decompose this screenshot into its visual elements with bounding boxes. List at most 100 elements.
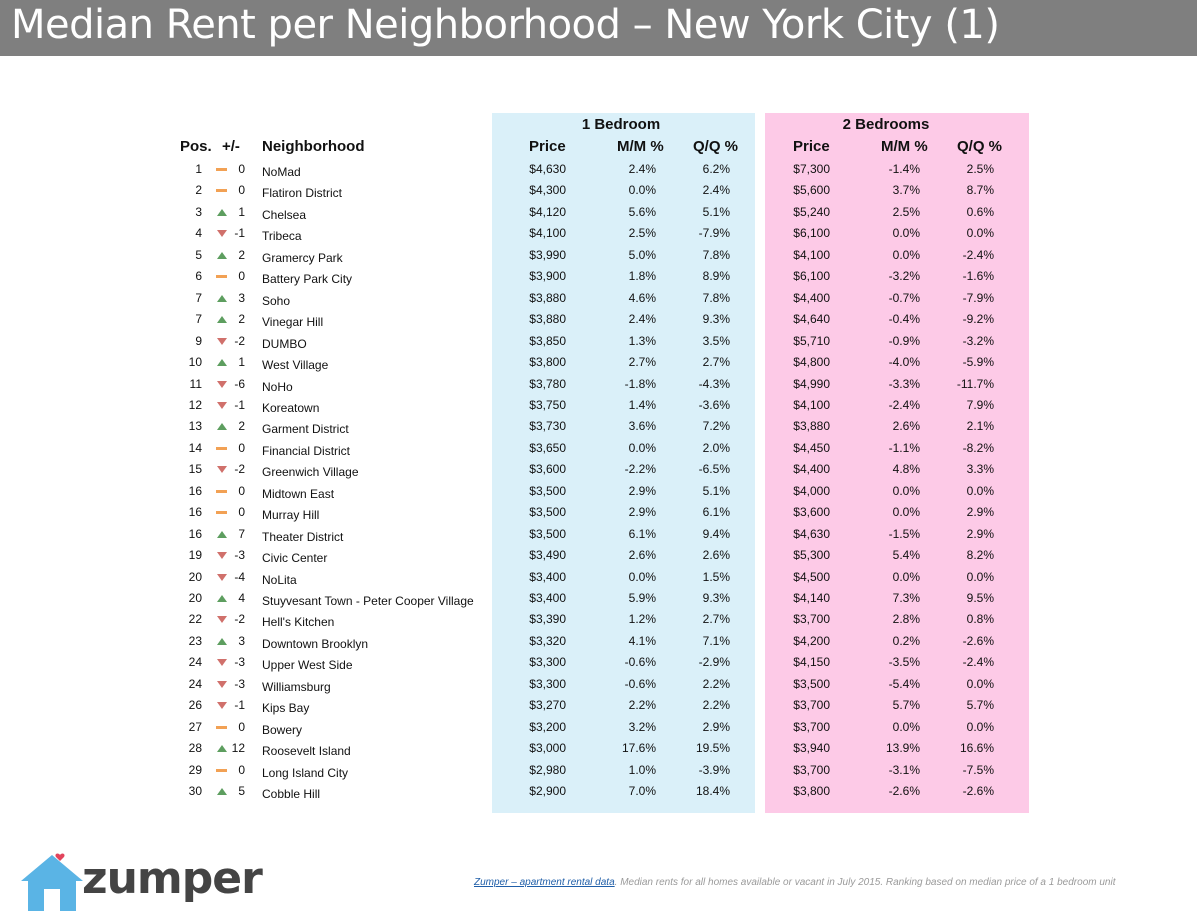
position-cell: 22 bbox=[188, 612, 202, 626]
price-2br-cell: $3,600 bbox=[793, 505, 830, 519]
mm-2br-cell: 0.0% bbox=[892, 570, 920, 584]
arrow-down-icon bbox=[215, 615, 229, 625]
mm-1br-cell: 17.6% bbox=[621, 741, 656, 755]
table-row: 19 -3 Civic Center $3,490 2.6% 2.6% $5,300 5.4%… bbox=[0, 545, 1197, 566]
price-2br-cell: $3,700 bbox=[793, 698, 830, 712]
house-icon bbox=[21, 853, 83, 911]
price-1br-cell: $3,400 bbox=[529, 570, 566, 584]
price-1br-cell: $3,880 bbox=[529, 312, 566, 326]
position-cell: 24 bbox=[188, 655, 202, 669]
table-row: 10 1 West Village $3,800 2.7% 2.7% $4,800 -4.0%… bbox=[0, 352, 1197, 373]
arrow-down-icon bbox=[215, 701, 229, 711]
mm-2br-cell: -3.1% bbox=[888, 763, 920, 777]
qq-1br-cell: 2.9% bbox=[702, 720, 730, 734]
position-cell: 14 bbox=[188, 441, 202, 455]
qq-2br-cell: 7.9% bbox=[966, 398, 994, 412]
change-cell: 1 bbox=[238, 355, 245, 369]
mm-1br-cell: -0.6% bbox=[624, 655, 656, 669]
table-row: 4 -1 Tribeca $4,100 2.5% -7.9% $6,100 0.0% 0.0% bbox=[0, 223, 1197, 244]
price-1br-cell: $3,300 bbox=[529, 655, 566, 669]
logo-wordmark: zumper bbox=[82, 853, 263, 904]
header-pos: Pos. bbox=[180, 138, 212, 155]
price-2br-cell: $7,300 bbox=[793, 162, 830, 176]
zumper-logo bbox=[21, 851, 241, 911]
mm-2br-cell: -3.3% bbox=[888, 377, 920, 391]
change-cell: 0 bbox=[238, 720, 245, 734]
position-cell: 12 bbox=[188, 398, 202, 412]
qq-2br-cell: 0.0% bbox=[966, 570, 994, 584]
neighborhood-cell: Battery Park City bbox=[262, 272, 353, 286]
arrow-up-icon bbox=[215, 637, 229, 647]
position-cell: 19 bbox=[188, 548, 202, 562]
mm-2br-cell: 0.0% bbox=[892, 720, 920, 734]
arrow-up-icon bbox=[215, 787, 229, 797]
mm-1br-cell: 1.3% bbox=[628, 334, 656, 348]
mm-2br-cell: 0.0% bbox=[892, 484, 920, 498]
group-header-two-bedrooms: 2 Bedrooms bbox=[842, 116, 930, 133]
qq-2br-cell: -9.2% bbox=[962, 312, 994, 326]
qq-1br-cell: 3.5% bbox=[702, 334, 730, 348]
price-2br-cell: $5,600 bbox=[793, 183, 830, 197]
neighborhood-cell: Cobble Hill bbox=[262, 787, 321, 801]
price-2br-cell: $4,450 bbox=[793, 441, 830, 455]
position-cell: 2 bbox=[195, 183, 202, 197]
table-row: 11 -6 NoHo $3,780 -1.8% -4.3% $4,990 -3.3% -11.7… bbox=[0, 374, 1197, 395]
footer-text: . Median rents for all homes available o… bbox=[614, 877, 1116, 888]
mm-1br-cell: 0.0% bbox=[628, 570, 656, 584]
arrow-down-icon bbox=[215, 337, 229, 347]
page-title: Median Rent per Neighborhood – New York … bbox=[11, 2, 1000, 48]
neighborhood-cell: Greenwich Village bbox=[262, 465, 359, 479]
qq-1br-cell: 6.1% bbox=[702, 505, 730, 519]
price-1br-cell: $3,900 bbox=[529, 269, 566, 283]
price-1br-cell: $3,390 bbox=[529, 612, 566, 626]
position-cell: 6 bbox=[195, 269, 202, 283]
price-2br-cell: $6,100 bbox=[793, 226, 830, 240]
footer-source-link[interactable]: Zumper – apartment rental data bbox=[474, 877, 615, 888]
price-2br-cell: $3,700 bbox=[793, 763, 830, 777]
price-1br-cell: $3,400 bbox=[529, 591, 566, 605]
arrow-down-icon bbox=[215, 401, 229, 411]
change-cell: -3 bbox=[234, 655, 245, 669]
qq-2br-cell: 2.5% bbox=[966, 162, 994, 176]
arrow-up-icon bbox=[215, 358, 229, 368]
price-1br-cell: $3,200 bbox=[529, 720, 566, 734]
mm-2br-cell: -0.9% bbox=[888, 334, 920, 348]
table-row: 27 0 Bowery $3,200 3.2% 2.9% $3,700 0.0% 0.0% bbox=[0, 717, 1197, 738]
price-2br-cell: $4,990 bbox=[793, 377, 830, 391]
price-2br-cell: $4,100 bbox=[793, 398, 830, 412]
price-1br-cell: $3,270 bbox=[529, 698, 566, 712]
price-1br-cell: $3,490 bbox=[529, 548, 566, 562]
position-cell: 4 bbox=[195, 226, 202, 240]
price-1br-cell: $4,300 bbox=[529, 183, 566, 197]
qq-2br-cell: -2.6% bbox=[962, 634, 994, 648]
mm-2br-cell: 2.5% bbox=[892, 205, 920, 219]
neighborhood-cell: Hell's Kitchen bbox=[262, 615, 335, 629]
price-2br-cell: $5,710 bbox=[793, 334, 830, 348]
position-cell: 16 bbox=[188, 505, 202, 519]
mm-2br-cell: 0.2% bbox=[892, 634, 920, 648]
mm-1br-cell: 2.7% bbox=[628, 355, 656, 369]
price-1br-cell: $3,600 bbox=[529, 462, 566, 476]
position-cell: 30 bbox=[188, 784, 202, 798]
header-neighborhood: Neighborhood bbox=[262, 138, 365, 155]
price-2br-cell: $3,700 bbox=[793, 720, 830, 734]
mm-1br-cell: 7.0% bbox=[628, 784, 656, 798]
neighborhood-cell: Stuyvesant Town - Peter Cooper Village bbox=[262, 594, 474, 608]
header-mm-2br: M/M % bbox=[881, 138, 928, 155]
change-cell: -2 bbox=[234, 462, 245, 476]
change-cell: 2 bbox=[238, 312, 245, 326]
position-cell: 10 bbox=[188, 355, 202, 369]
qq-2br-cell: 2.9% bbox=[966, 527, 994, 541]
qq-2br-cell: -2.6% bbox=[962, 784, 994, 798]
table-row: 30 5 Cobble Hill $2,900 7.0% 18.4% $3,800 -2.6%… bbox=[0, 781, 1197, 802]
mm-2br-cell: -1.5% bbox=[888, 527, 920, 541]
price-1br-cell: $3,730 bbox=[529, 419, 566, 433]
qq-2br-cell: -2.4% bbox=[962, 248, 994, 262]
change-cell: 4 bbox=[238, 591, 245, 605]
qq-1br-cell: 9.3% bbox=[702, 312, 730, 326]
mm-2br-cell: 5.4% bbox=[892, 548, 920, 562]
price-1br-cell: $3,500 bbox=[529, 505, 566, 519]
price-1br-cell: $4,120 bbox=[529, 205, 566, 219]
qq-1br-cell: 7.1% bbox=[702, 634, 730, 648]
arrow-up-icon bbox=[215, 251, 229, 261]
